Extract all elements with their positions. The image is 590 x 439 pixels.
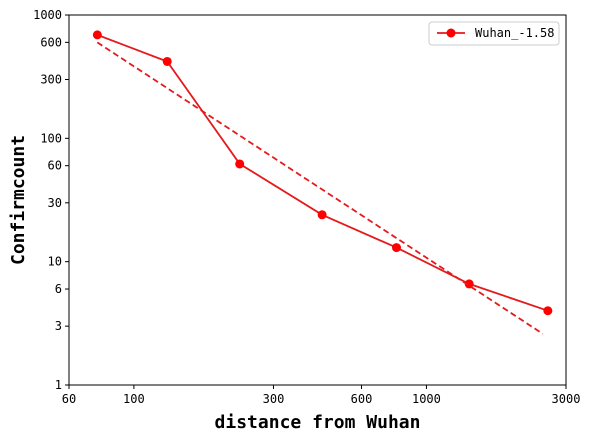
x-tick-label: 100 <box>123 392 145 406</box>
legend-box <box>428 21 560 46</box>
y-tick-label: 1 <box>55 378 62 392</box>
data-point <box>162 56 172 66</box>
data-point <box>543 306 553 316</box>
y-tick-label: 300 <box>40 72 62 86</box>
x-tick-label: 60 <box>62 392 76 406</box>
x-tick-label: 3000 <box>552 392 581 406</box>
y-axis-label: Confirmcount <box>8 135 29 265</box>
y-tick-label: 1000 <box>33 8 62 22</box>
y-tick-label: 3 <box>55 319 62 333</box>
y-tick-label: 30 <box>48 196 62 210</box>
y-tick-label: 60 <box>48 159 62 173</box>
x-tick-label: 300 <box>263 392 285 406</box>
plot-frame <box>68 14 567 386</box>
data-point <box>317 210 327 220</box>
x-axis: 60 100 300 600 1000 3000 <box>62 385 581 406</box>
trend-line <box>96 41 544 335</box>
series-layer <box>92 30 553 335</box>
y-tick-label: 6 <box>55 282 62 296</box>
x-tick-label: 1000 <box>412 392 441 406</box>
legend: Wuhan_-1.58 <box>428 21 560 46</box>
y-tick-label: 600 <box>40 35 62 49</box>
y-tick-label: 100 <box>40 131 62 145</box>
x-tick-label: 600 <box>351 392 373 406</box>
y-axis: 1 3 6 10 30 60 100 300 600 1000 <box>33 8 69 392</box>
legend-marker <box>446 28 456 38</box>
legend-entry: Wuhan_-1.58 <box>475 26 554 40</box>
plot-area <box>69 15 566 385</box>
data-point <box>235 159 245 169</box>
data-point <box>391 243 401 253</box>
data-point <box>92 30 102 40</box>
x-axis-label: distance from Wuhan <box>215 412 421 433</box>
y-tick-label: 10 <box>48 255 62 269</box>
